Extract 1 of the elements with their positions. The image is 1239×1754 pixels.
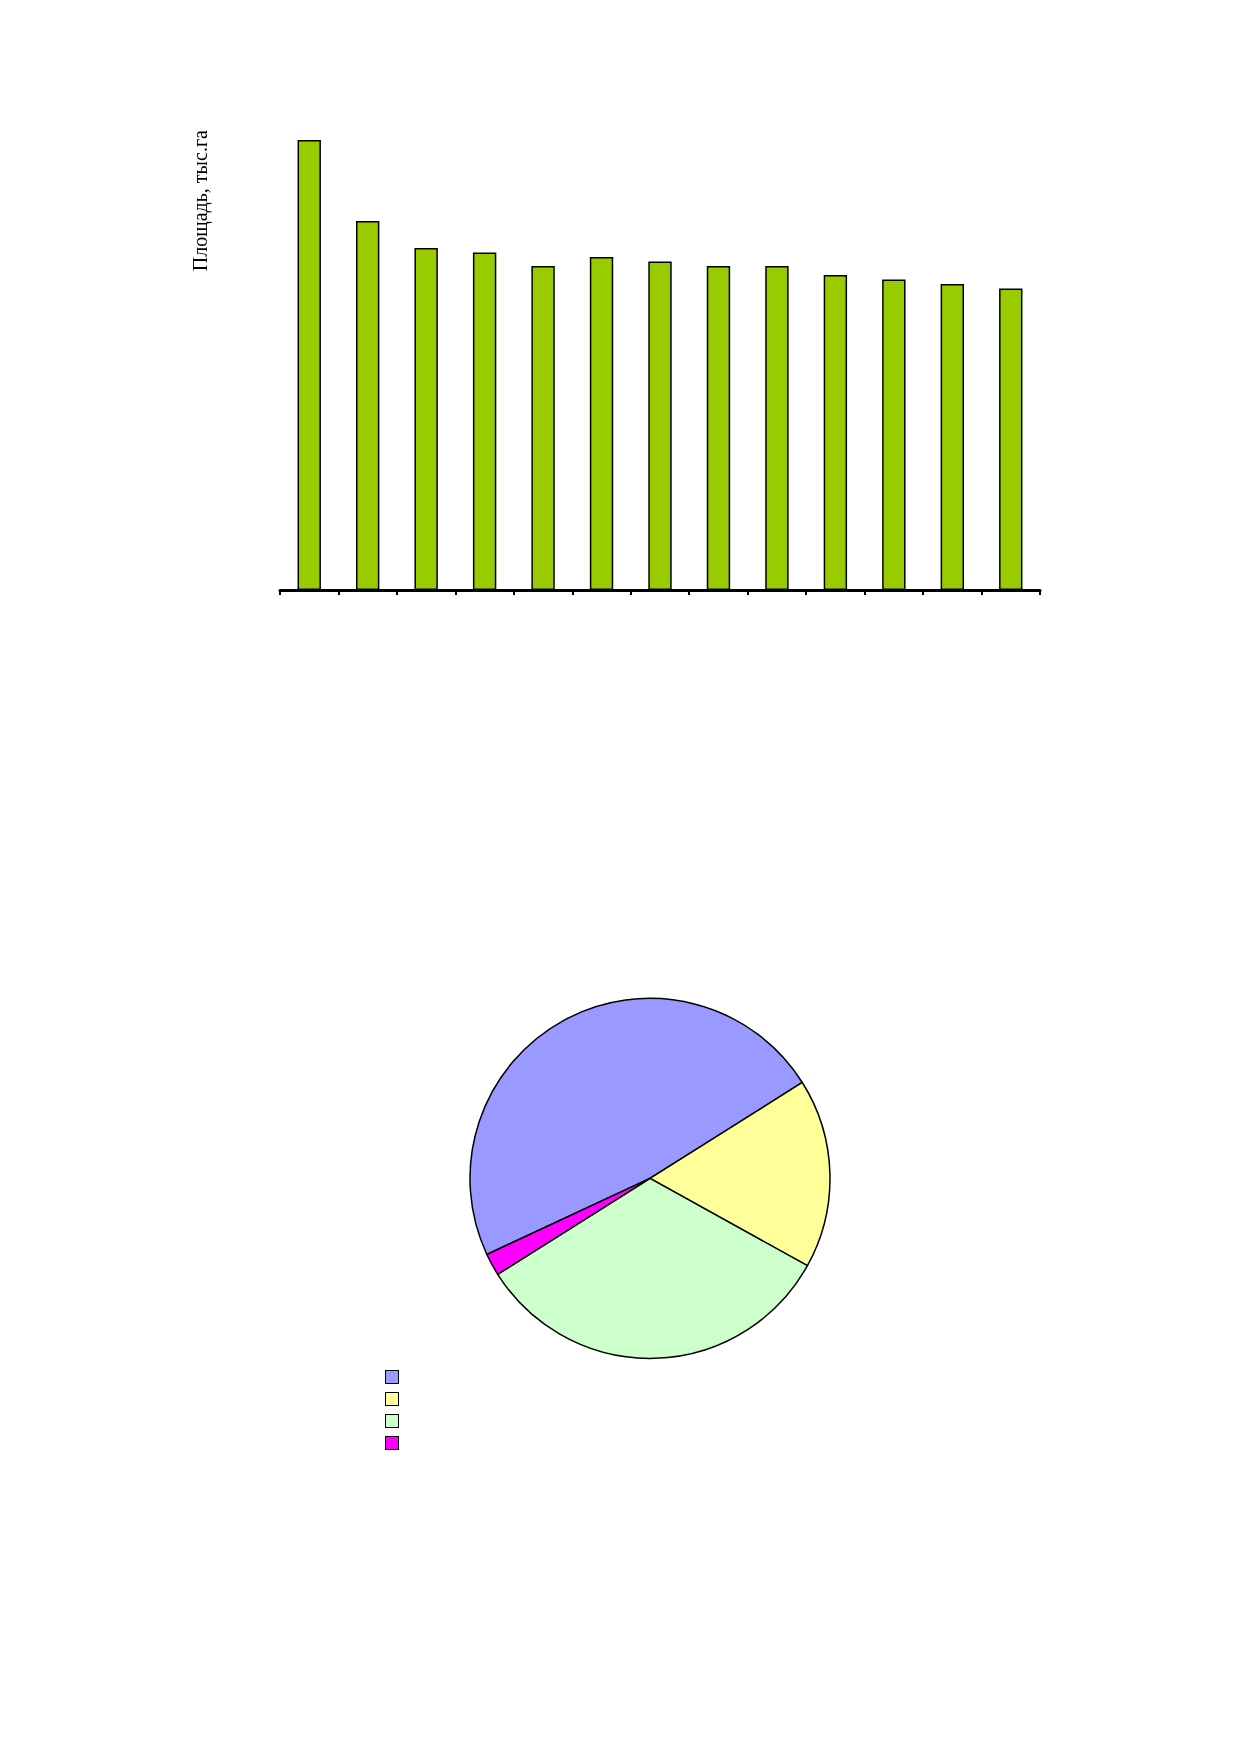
y-axis-title: Площадь, тыс.га (189, 129, 212, 272)
